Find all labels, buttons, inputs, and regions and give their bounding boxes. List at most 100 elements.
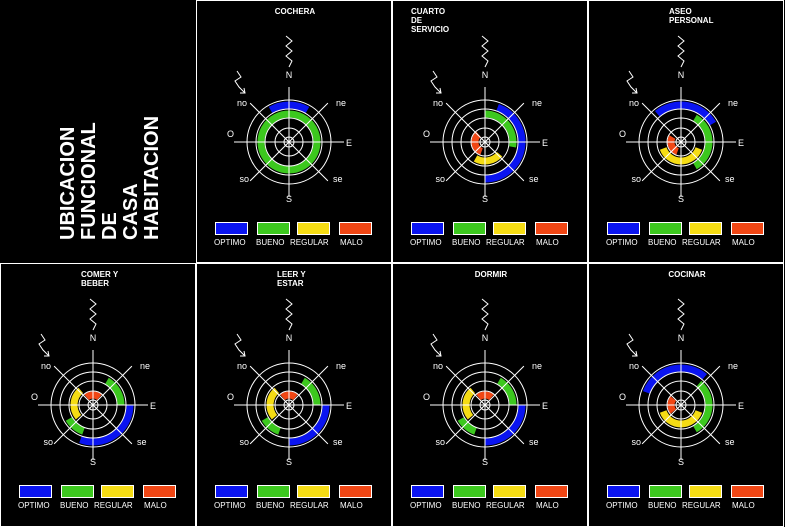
compass-label-se: se	[529, 174, 539, 184]
compass-spoke	[445, 365, 486, 406]
title-line: CASA	[120, 183, 142, 240]
compass-label-ne: ne	[728, 98, 738, 108]
wind-north-icon	[481, 35, 489, 68]
compass-label-ne: ne	[140, 361, 150, 371]
legend-label-bueno: BUENO	[256, 238, 285, 247]
compass-spoke	[53, 365, 94, 406]
legend-swatch-bueno	[453, 222, 486, 235]
compass-diagram: Nne Ese Sso Ono	[423, 35, 548, 204]
legend: OPTIMO BUENO REGULAR MALO	[603, 482, 773, 516]
compass-label-ne: ne	[532, 361, 542, 371]
compass-diagram: Nne Ese Sso Ono	[227, 35, 352, 204]
compass-spoke	[680, 102, 721, 143]
legend-swatch-malo	[143, 485, 176, 498]
compass-spoke	[641, 404, 682, 445]
legend-label-bueno: BUENO	[60, 501, 89, 510]
legend-swatch-malo	[535, 485, 568, 498]
arc-optimo	[79, 404, 134, 446]
compass-spoke	[680, 141, 721, 182]
compass-spoke	[641, 141, 682, 182]
legend-label-regular: REGULAR	[94, 501, 133, 510]
compass-label-no: no	[433, 361, 443, 371]
legend: OPTIMO BUENO REGULAR MALO	[15, 482, 185, 516]
compass-label-o: O	[31, 392, 38, 402]
legend-label-bueno: BUENO	[256, 501, 285, 510]
legend-swatch-bueno	[257, 222, 290, 235]
compass-label-o: O	[227, 129, 234, 139]
arc-malo	[471, 131, 484, 155]
panel-title: DORMIR	[474, 270, 508, 279]
compass-diagram: Nne Ese Sso Ono	[423, 298, 548, 467]
arc-bueno	[693, 380, 713, 433]
arc-regular	[473, 151, 503, 165]
compass-label-so: so	[631, 437, 641, 447]
compass-diagram: Nne Ese Sso Ono	[619, 35, 744, 204]
legend: OPTIMO BUENO REGULAR MALO	[407, 219, 577, 253]
compass-label-se: se	[333, 174, 343, 184]
compass-label-ne: ne	[532, 98, 542, 108]
compass-spoke	[641, 102, 682, 143]
legend-swatch-bueno	[649, 222, 682, 235]
legend-label-regular: REGULAR	[486, 501, 525, 510]
legend-label-optimo: OPTIMO	[410, 238, 442, 247]
legend-label-optimo: OPTIMO	[606, 238, 638, 247]
legend-label-malo: MALO	[340, 501, 363, 510]
compass-label-se: se	[725, 437, 735, 447]
compass-label-so: so	[239, 174, 249, 184]
compass-spoke	[288, 365, 329, 406]
legend: OPTIMO BUENO REGULAR MALO	[211, 482, 381, 516]
title-line: HABITACION	[141, 115, 163, 240]
legend-label-malo: MALO	[340, 238, 363, 247]
title-line: FUNCIONAL	[78, 122, 100, 240]
compass-label-so: so	[239, 437, 249, 447]
legend-swatch-regular	[689, 485, 722, 498]
compass-spoke	[53, 404, 94, 445]
compass-spoke	[445, 141, 486, 182]
wind-north-icon	[285, 35, 293, 68]
legend-label-regular: REGULAR	[486, 238, 525, 247]
compass-label-se: se	[333, 437, 343, 447]
legend-swatch-regular	[493, 485, 526, 498]
legend-swatch-optimo	[215, 485, 248, 498]
compass-diagram: Nne Ese Sso Ono	[31, 298, 156, 467]
legend-swatch-regular	[101, 485, 134, 498]
legend-label-bueno: BUENO	[648, 238, 677, 247]
legend-label-bueno: BUENO	[452, 501, 481, 510]
sun-arrow-icon	[430, 333, 442, 357]
panel-title: COCINAR	[668, 270, 706, 279]
legend-label-malo: MALO	[536, 238, 559, 247]
panel-title: LEER Y ESTAR	[277, 270, 306, 288]
compass-label-so: so	[435, 437, 445, 447]
compass-spoke	[92, 365, 133, 406]
compass-spoke	[92, 404, 133, 445]
compass-spoke	[288, 141, 329, 182]
title-cell: UBICACION FUNCIONAL DE CASA HABITACION	[0, 0, 196, 263]
compass-label-se: se	[725, 174, 735, 184]
compass-label-o: O	[619, 129, 626, 139]
compass-spoke	[484, 404, 525, 445]
arc-optimo	[484, 103, 526, 183]
legend-swatch-bueno	[453, 485, 486, 498]
compass-spoke	[445, 102, 486, 143]
arc-bueno	[497, 377, 517, 406]
legend-label-regular: REGULAR	[682, 501, 721, 510]
compass-spoke	[680, 404, 721, 445]
legend-label-optimo: OPTIMO	[214, 238, 246, 247]
arc-optimo	[654, 101, 717, 126]
arc-bueno	[457, 417, 477, 435]
compass-label-e: E	[738, 138, 744, 148]
legend-swatch-malo	[731, 485, 764, 498]
compass-label-s: S	[482, 194, 488, 204]
compass-label-n: N	[678, 333, 685, 343]
compass-label-no: no	[237, 98, 247, 108]
compass-spoke	[484, 141, 525, 182]
title-line: DE	[99, 212, 121, 240]
compass-label-no: no	[237, 361, 247, 371]
legend-label-optimo: OPTIMO	[18, 501, 50, 510]
legend-swatch-regular	[297, 222, 330, 235]
compass-label-o: O	[619, 392, 626, 402]
legend-swatch-regular	[297, 485, 330, 498]
